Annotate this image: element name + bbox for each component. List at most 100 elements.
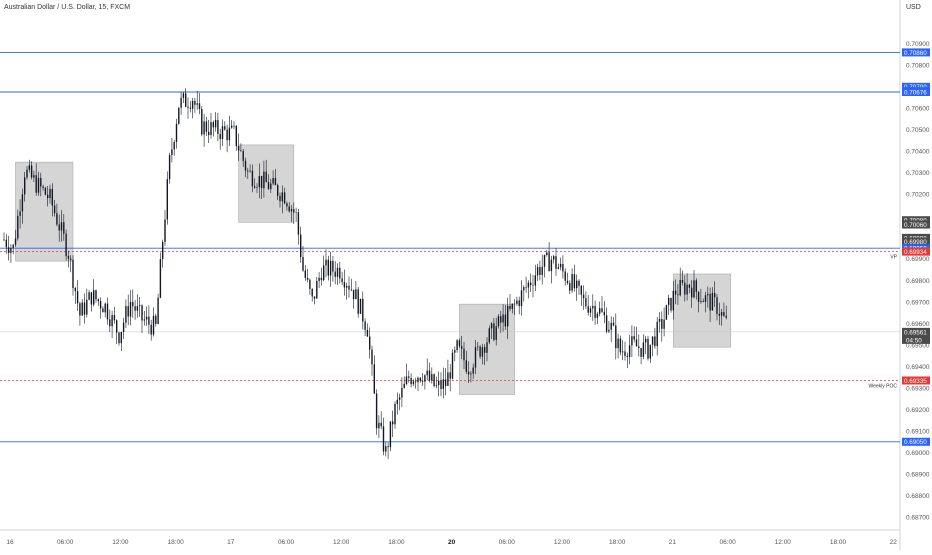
candle-body xyxy=(40,177,42,187)
candle-body xyxy=(132,301,134,307)
candle-body xyxy=(419,377,421,381)
candle-body xyxy=(318,277,320,281)
candle-body xyxy=(392,421,394,425)
time-tick-label: 18:00 xyxy=(388,539,405,546)
candle-body xyxy=(693,280,695,298)
candle-body xyxy=(102,308,104,313)
candle-body xyxy=(274,178,277,186)
candle-body xyxy=(566,280,569,283)
candle-body xyxy=(263,171,265,189)
price-tick-label: 0.69300 xyxy=(906,385,930,392)
level-badge: 0.69934 xyxy=(904,249,927,256)
candle-body xyxy=(665,305,668,320)
time-tick-label: 06:00 xyxy=(719,539,736,546)
candle-body xyxy=(341,278,343,283)
candle-body xyxy=(470,373,472,375)
candle-body xyxy=(631,336,633,346)
candle-body xyxy=(649,344,651,359)
time-tick-label: 12:00 xyxy=(333,539,350,546)
price-tick-label: 0.70500 xyxy=(906,127,930,134)
candle-body xyxy=(576,280,578,289)
candle-body xyxy=(398,397,401,400)
candle-body xyxy=(24,177,26,195)
candle-body xyxy=(187,106,189,108)
candle-body xyxy=(313,296,316,299)
candle-body xyxy=(447,372,449,386)
candle-body xyxy=(677,294,679,296)
candle-body xyxy=(382,426,385,452)
candle-body xyxy=(212,122,214,128)
candle-body xyxy=(387,446,389,448)
candle-body xyxy=(550,259,553,272)
candle-body xyxy=(389,421,392,448)
candle-body xyxy=(596,313,599,318)
candle-body xyxy=(83,302,86,315)
candle-body xyxy=(638,346,640,349)
price-badge-bg xyxy=(902,237,930,246)
candle-body xyxy=(612,322,615,326)
candle-body xyxy=(481,347,484,357)
candle-body xyxy=(56,213,58,225)
candle-body xyxy=(523,287,525,291)
candle-body xyxy=(435,385,438,386)
chart-title: Australian Dollar / U.S. Dollar, 15, FXC… xyxy=(4,4,131,11)
candle-body xyxy=(610,322,612,330)
candle-body xyxy=(28,165,30,170)
price-tick-label: 0.70300 xyxy=(906,170,930,177)
candle-body xyxy=(417,377,419,383)
candle-body xyxy=(497,316,500,327)
candle-body xyxy=(426,370,428,376)
candle-body xyxy=(352,289,355,300)
candle-body xyxy=(412,381,415,385)
candle-body xyxy=(428,370,431,381)
time-tick-label: 06:00 xyxy=(499,539,516,546)
candle-body xyxy=(573,274,576,289)
candle-body xyxy=(615,325,617,349)
candle-body xyxy=(463,348,465,361)
candle-body xyxy=(449,372,451,379)
candle-body xyxy=(272,178,274,184)
candle-body xyxy=(300,234,302,258)
candle-body xyxy=(201,108,203,135)
candle-body xyxy=(661,318,663,329)
candle-body xyxy=(559,263,562,268)
candle-body xyxy=(562,263,564,272)
candle-body xyxy=(718,313,720,316)
candle-body xyxy=(403,384,405,389)
candle-body xyxy=(493,323,495,340)
candle-body xyxy=(633,336,635,340)
price-badge-bg xyxy=(902,220,930,229)
candle-body xyxy=(456,340,458,351)
candle-body xyxy=(185,93,187,107)
candle-body xyxy=(688,284,691,288)
candle-body xyxy=(578,280,580,286)
candle-body xyxy=(240,150,242,152)
candle-body xyxy=(672,290,674,311)
price-tick-label: 0.70800 xyxy=(906,63,930,70)
candle-body xyxy=(320,277,323,281)
candle-body xyxy=(438,380,440,386)
candle-body xyxy=(12,244,14,248)
candle-body xyxy=(72,259,74,289)
candle-body xyxy=(626,355,628,357)
price-tick-label: 0.70600 xyxy=(906,106,930,113)
price-tick-label: 0.69700 xyxy=(906,299,930,306)
candle-body xyxy=(348,285,350,290)
candle-body xyxy=(624,351,626,356)
candle-body xyxy=(247,170,249,172)
current-price-badge-bg xyxy=(902,327,930,344)
candle-body xyxy=(86,299,88,315)
candle-body xyxy=(536,267,539,276)
candle-body xyxy=(336,267,339,277)
candle-body xyxy=(686,284,688,295)
candle-body xyxy=(42,186,44,188)
candle-body xyxy=(281,192,283,202)
candle-body xyxy=(440,380,442,389)
candle-body xyxy=(53,205,56,214)
candle-body xyxy=(106,303,109,320)
candle-body xyxy=(504,314,507,327)
candle-body xyxy=(628,345,631,357)
candle-body xyxy=(444,379,447,386)
